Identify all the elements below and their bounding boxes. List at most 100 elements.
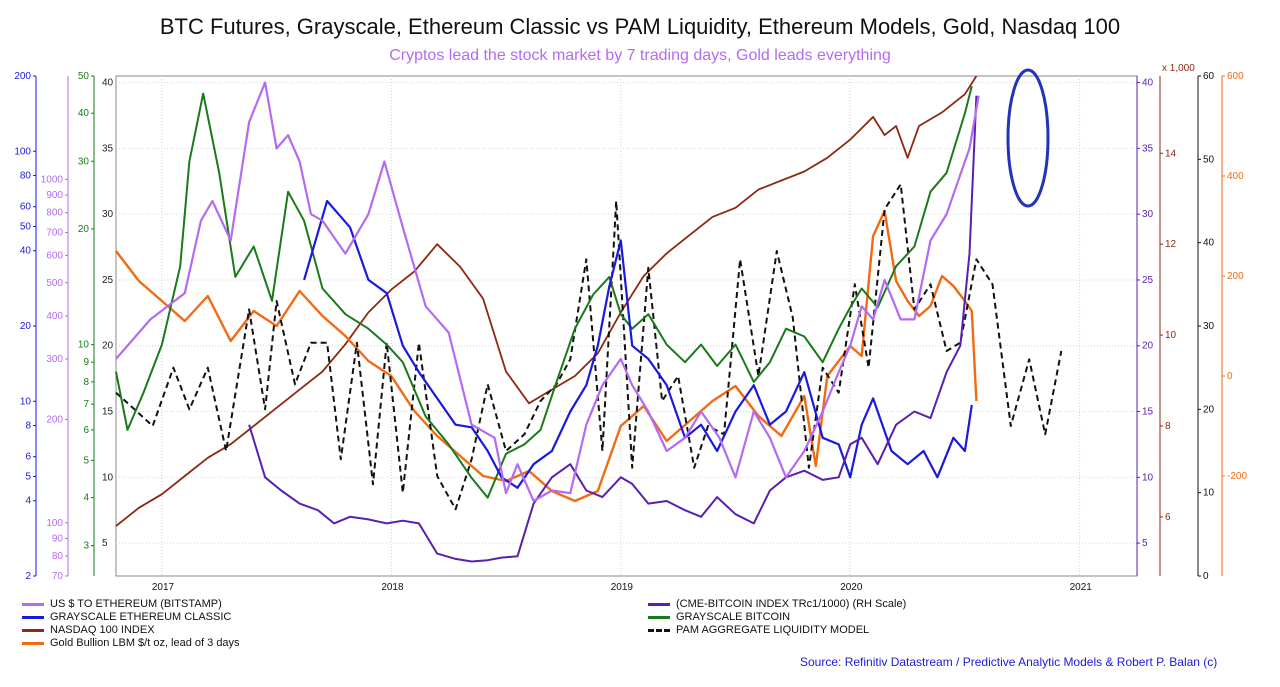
gbtc-axis-tick-label: 5: [83, 455, 89, 466]
etc-axis-tick-label: 200: [14, 71, 31, 82]
y-tick-label-left: 35: [102, 143, 114, 154]
series-line-gold: [115, 209, 978, 503]
y-tick-label-left: 20: [102, 341, 114, 352]
eth-axis-tick-label: 600: [46, 251, 63, 262]
ndx-axis-tick-label: 12: [1165, 239, 1177, 250]
legend-label: US $ TO ETHEREUM (BITSTAMP): [50, 598, 222, 610]
cme-axis-tick-label: 15: [1142, 407, 1154, 418]
legend-swatch: [648, 628, 670, 632]
cme-axis-tick-label: 35: [1142, 143, 1154, 154]
legend-swatch: [22, 628, 44, 632]
series-line-ndx: [115, 75, 978, 527]
legend-label: Gold Bullion LBM $/t oz, lead of 3 days: [50, 637, 240, 649]
eth-axis-tick-label: 300: [46, 354, 63, 365]
y-tick-label-left: 10: [102, 472, 114, 483]
cme-axis-tick-label: 25: [1142, 275, 1154, 286]
source-note: Source: Refinitiv Datastream / Predictiv…: [800, 655, 1218, 669]
eth-axis-tick-label: 90: [52, 534, 64, 545]
etc-axis-tick-label: 10: [20, 396, 32, 407]
cme-axis-tick-label: 40: [1142, 78, 1154, 89]
gbtc-axis-tick-label: 30: [78, 156, 90, 167]
gbtc-axis-tick-label: 9: [83, 357, 89, 368]
etc-axis-tick-label: 50: [20, 222, 32, 233]
gold-axis-tick-label: -200: [1227, 471, 1247, 482]
eth-axis-tick-label: 900: [46, 190, 63, 201]
y-tick-label-left: 5: [102, 538, 108, 549]
cme-axis-tick-label: 5: [1142, 538, 1148, 549]
gold-axis-tick-label: 200: [1227, 271, 1244, 282]
etc-axis-tick-label: 5: [25, 472, 31, 483]
etc-axis-tick-label: 60: [20, 202, 32, 213]
etc-axis-tick-label: 8: [25, 420, 31, 431]
gold-axis-tick-label: 600: [1227, 71, 1244, 82]
pam-axis-tick-label: 20: [1203, 404, 1215, 415]
eth-axis-tick-label: 1000: [41, 174, 64, 185]
legend-item-gold: Gold Bullion LBM $/t oz, lead of 3 days: [22, 637, 240, 649]
eth-axis-tick-label: 400: [46, 311, 63, 322]
eth-axis-tick-label: 200: [46, 414, 63, 425]
etc-axis-tick-label: 4: [25, 496, 31, 507]
cme-axis-tick-label: 10: [1142, 472, 1154, 483]
x-tick-label: 2018: [381, 582, 404, 593]
x-tick-label: 2021: [1070, 582, 1093, 593]
ndx-axis-tick-label: 8: [1165, 421, 1171, 432]
gbtc-axis-tick-label: 40: [78, 108, 90, 119]
series-line-gbtc: [115, 86, 973, 499]
legend-swatch: [22, 641, 44, 645]
highlight-ellipse: [1006, 68, 1050, 208]
pam-axis-tick-label: 40: [1203, 238, 1215, 249]
gbtc-axis-tick-label: 7: [83, 399, 89, 410]
pam-axis-tick-label: 10: [1203, 488, 1215, 499]
chart-subtitle: Cryptos lead the stock market by 7 tradi…: [389, 47, 891, 64]
ndx-axis-tick-label: 6: [1165, 512, 1171, 523]
legend-label: PAM AGGREGATE LIQUIDITY MODEL: [676, 624, 870, 636]
cme-axis-tick-label: 20: [1142, 341, 1154, 352]
legend-swatch: [648, 602, 670, 606]
legend-swatch: [648, 615, 670, 619]
chart-title: BTC Futures, Grayscale, Ethereum Classic…: [159, 14, 1121, 39]
gbtc-axis-tick-label: 20: [78, 224, 90, 235]
series-line-etc: [303, 199, 973, 489]
legend-label: (CME-BITCOIN INDEX TRc1/1000) (RH Scale): [676, 598, 907, 610]
eth-axis-tick-label: 100: [46, 518, 63, 529]
eth-axis-tick-label: 800: [46, 208, 63, 219]
etc-axis-tick-label: 80: [20, 170, 32, 181]
etc-axis-tick-label: 20: [20, 321, 32, 332]
legend-item-pam: PAM AGGREGATE LIQUIDITY MODEL: [648, 624, 869, 636]
legend-item-eth: US $ TO ETHEREUM (BITSTAMP): [22, 598, 222, 610]
pam-axis-tick-label: 50: [1203, 154, 1215, 165]
etc-axis-tick-label: 100: [14, 146, 31, 157]
y-tick-label-left: 15: [102, 407, 114, 418]
ndx-unit-label: x 1,000: [1162, 63, 1195, 74]
x-tick-label: 2020: [840, 582, 863, 593]
eth-axis-tick-label: 70: [52, 571, 64, 582]
gbtc-axis-tick-label: 6: [83, 425, 89, 436]
legend-item-gbtc: GRAYSCALE BITCOIN: [648, 611, 790, 623]
pam-axis-tick-label: 30: [1203, 321, 1215, 332]
eth-axis-tick-label: 500: [46, 278, 63, 289]
series-line-eth: [115, 81, 980, 503]
pam-axis-tick-label: 0: [1203, 571, 1209, 582]
gbtc-axis-tick-label: 50: [78, 71, 90, 82]
x-tick-label: 2019: [611, 582, 634, 593]
gbtc-axis-tick-label: 4: [83, 493, 89, 504]
legend-swatch: [22, 615, 44, 619]
gold-axis-tick-label: 0: [1227, 371, 1233, 382]
y-tick-label-left: 40: [102, 78, 114, 89]
pam-axis-tick-label: 60: [1203, 71, 1215, 82]
x-tick-label: 2017: [152, 582, 175, 593]
gbtc-axis-tick-label: 3: [83, 541, 89, 552]
ndx-axis-tick-label: 10: [1165, 330, 1177, 341]
ndx-axis-tick-label: 14: [1165, 148, 1177, 159]
cme-axis-tick-label: 30: [1142, 209, 1154, 220]
legend-label: NASDAQ 100 INDEX: [50, 624, 155, 636]
y-tick-label-left: 30: [102, 209, 114, 220]
etc-axis-tick-label: 6: [25, 452, 31, 463]
eth-axis-tick-label: 80: [52, 551, 64, 562]
legend-label: GRAYSCALE BITCOIN: [676, 611, 791, 623]
eth-axis-tick-label: 700: [46, 228, 63, 239]
etc-axis-tick-label: 2: [25, 571, 31, 582]
etc-axis-tick-label: 40: [20, 246, 32, 257]
y-tick-label-left: 25: [102, 275, 114, 286]
